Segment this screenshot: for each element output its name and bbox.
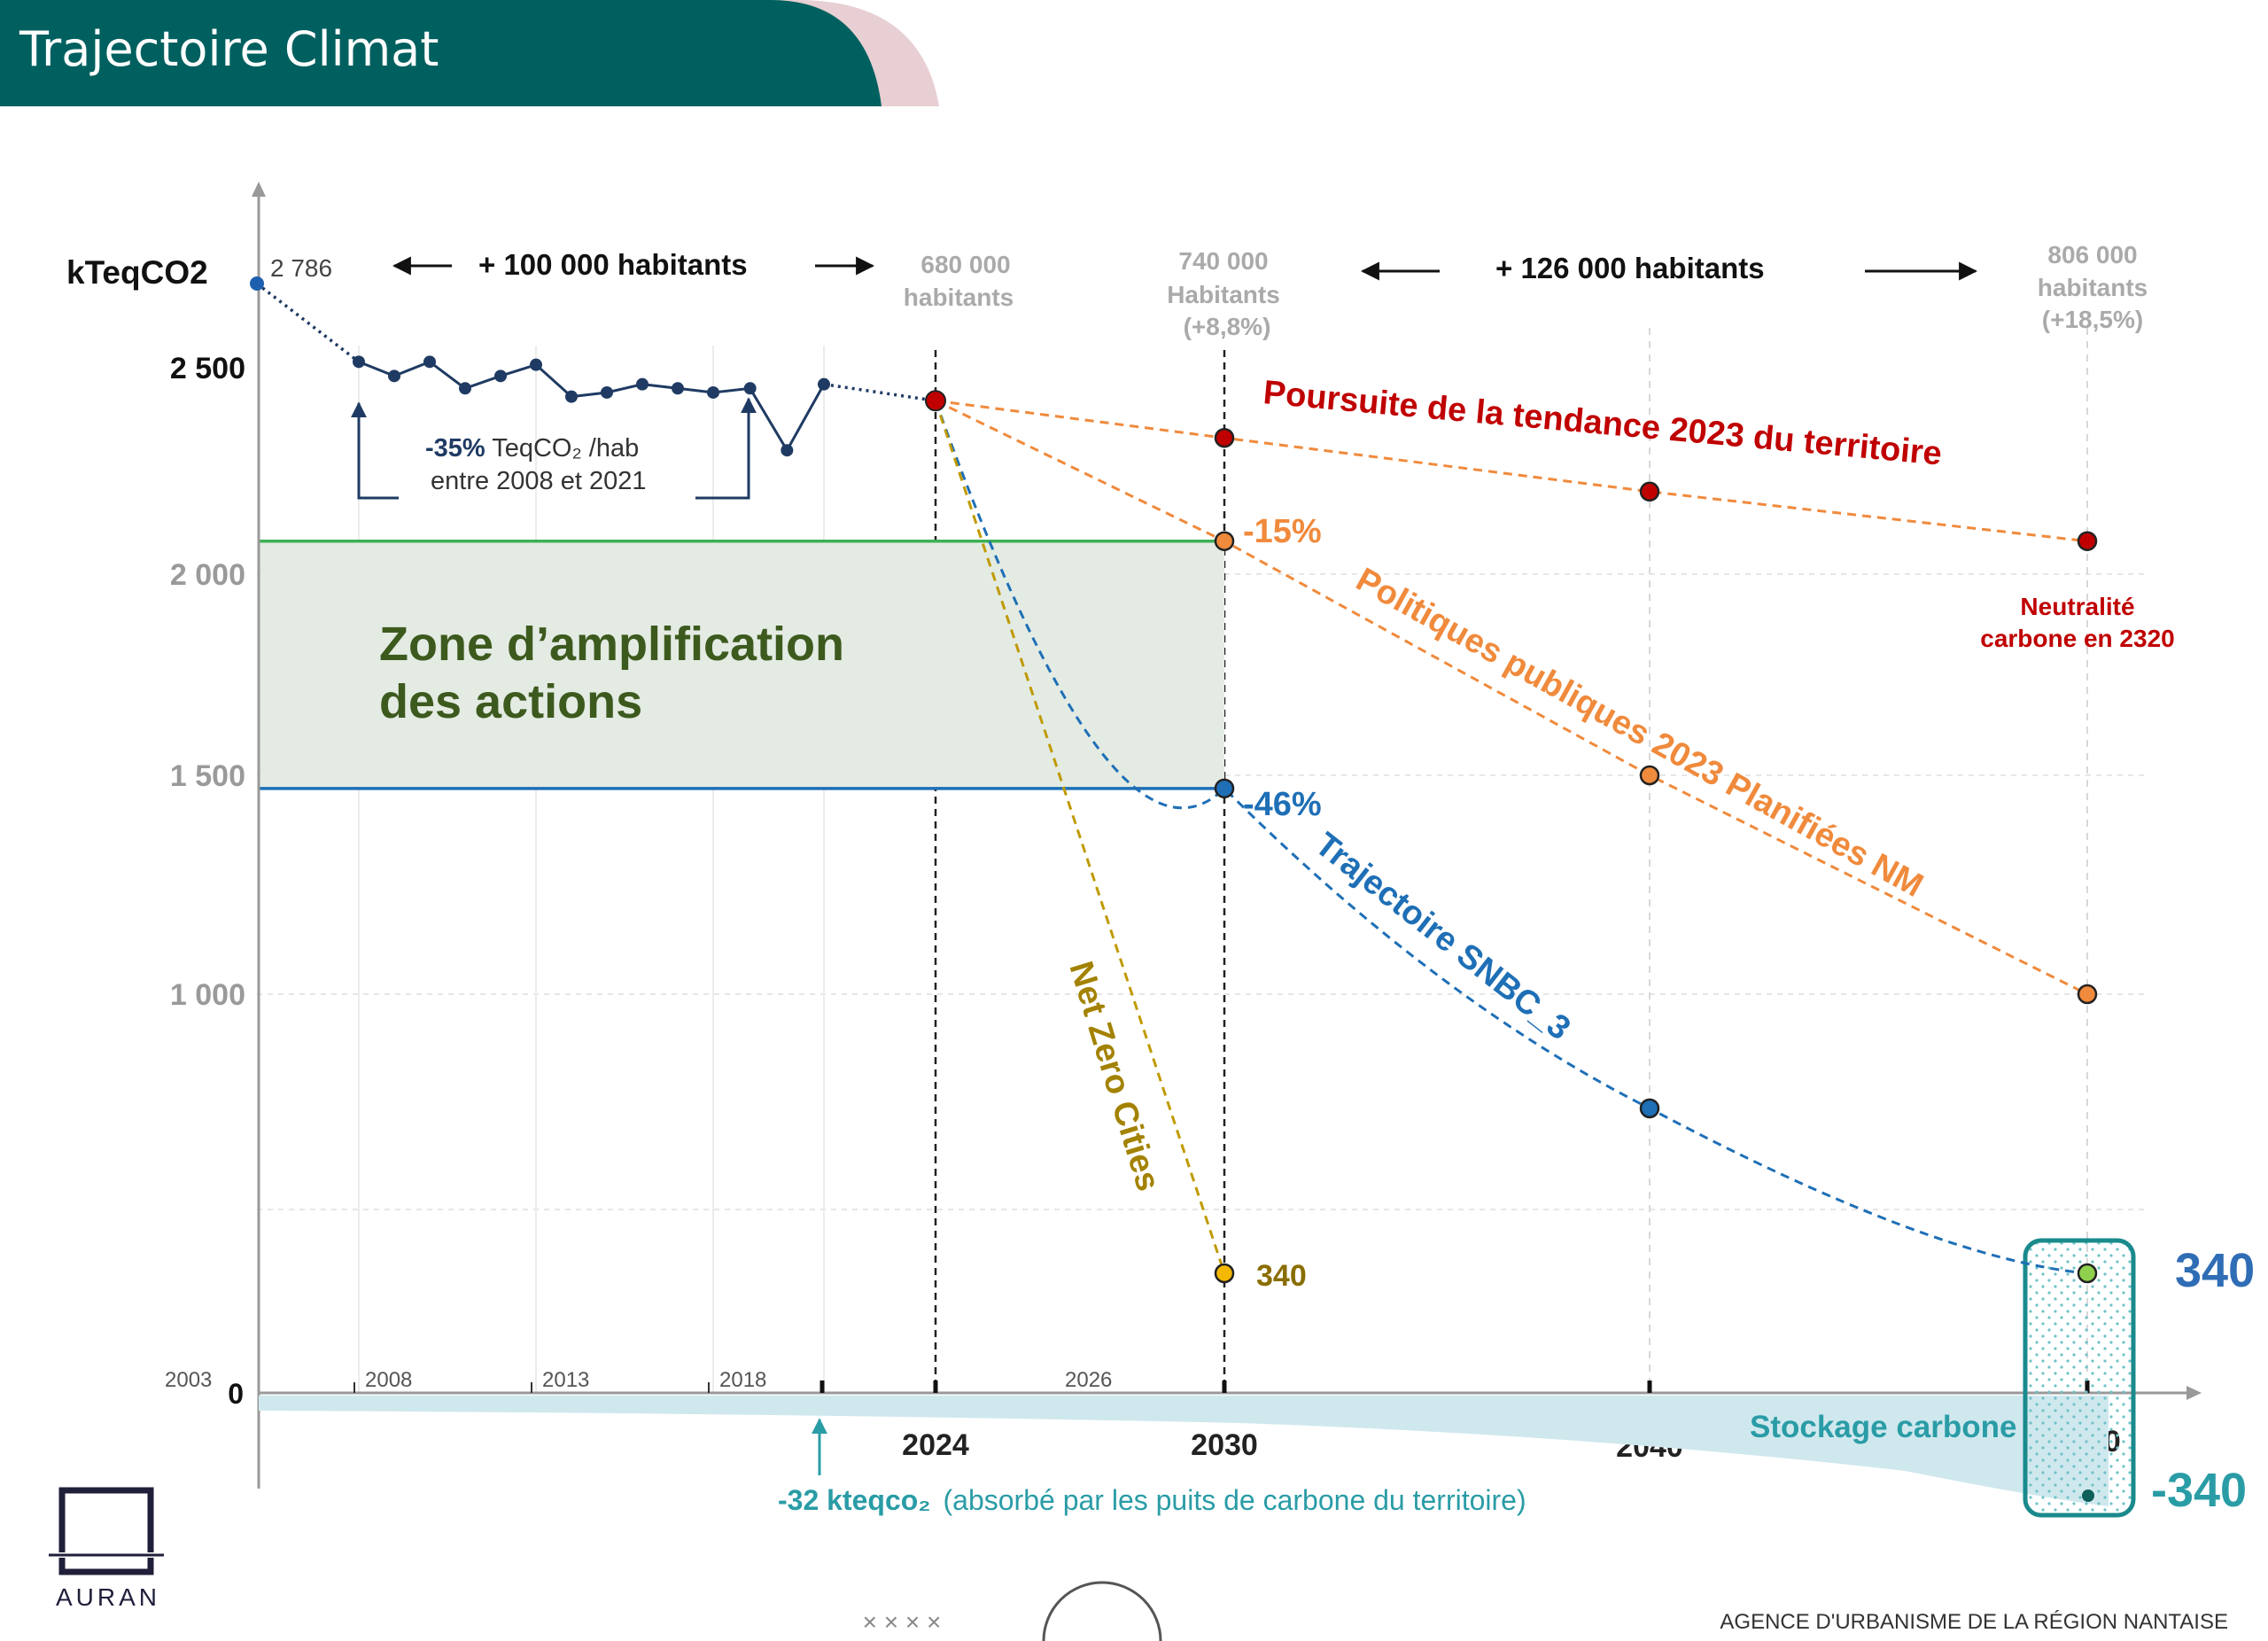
netzero-value-label: 340 [1256,1259,1307,1293]
puits-carbone-annotation: -32 kteqco₂ (absorbé par les puits de car… [778,1484,1526,1516]
history-point-2015 [601,385,613,399]
y-axis-arrowhead [252,182,266,197]
history-point-2009 [388,369,400,383]
history-point-2008 [353,355,365,369]
x-tick-label-2024: 2024 [902,1428,969,1462]
x-tick-label-2030: 2030 [1191,1428,1258,1462]
gridlines [257,328,2144,1393]
zone-label-line2: des actions [379,675,642,728]
point-politiques-2030 [1214,531,1235,551]
auran-logo-text: AURAN [56,1583,160,1611]
pop-2024-line2: habitants [904,284,1014,311]
carbon-storage [259,1238,2136,1518]
x-tick-label-2013: 2013 [542,1368,589,1392]
history-line-dotted-end [823,382,936,403]
pop-2030-line1: 740 000 [1178,247,1268,275]
auran-logo-mark [58,1487,154,1575]
history-point-2010 [423,355,436,369]
neutralite-line2: carbone en 2320 [1980,625,2174,652]
history-point-2018 [707,385,719,399]
history-line-dotted [255,282,361,363]
point-tendance-2040 [1639,481,1660,502]
point-netzero-2030 [1214,1263,1235,1284]
point-politiques-2050 [2077,984,2098,1005]
per-hab-annotation: -35% TeqCO₂ /hab [425,434,639,463]
amplification-zone [259,539,1224,790]
series-label-politiques: Politiques publiques 2023 Planifiées NM [1350,561,1930,905]
storage-band [259,1396,2109,1506]
per-hab-bracket-right [695,397,757,500]
agency-name: AGENCE D'URBANISME DE LA RÉGION NANTAISE [1720,1610,2228,1634]
pop-2030-line3: (+8,8%) [1184,313,1271,340]
history-point-2021 [818,377,830,391]
y-tick-label-1500: 1 500 [170,759,245,793]
pop-2024-line1: 680 000 [920,251,1010,278]
axes: 0 1 000 1 500 2 000 2 500 2003 2008 2013 2018 202… [165,182,2202,1489]
point-snbc-2040 [1639,1098,1660,1119]
series-line-politiques [935,399,2088,996]
pop-growth-label-1: + 100 000 habitants [478,248,748,281]
history-point-2017 [672,382,684,395]
series-label-snbc: Trajectoire SNBC_3 [1308,826,1577,1047]
series-line-snbc [934,400,2088,1275]
history-point-2011 [459,382,471,395]
zone-fill [259,541,1224,789]
x-tick-label-2003: 2003 [165,1368,212,1392]
zone-label-line1: Zone d’amplification [379,618,844,671]
point-tendance-2050 [2077,531,2098,551]
history-point-2016 [636,377,649,391]
y-axis-title: kTeqCO2 [66,254,208,291]
point-politiques-2040 [1639,765,1660,786]
series-line-tendance [935,399,2088,543]
x-tick-label-2018: 2018 [719,1368,766,1392]
target-2050-box [2023,1238,2136,1518]
pop-growth-label-2: + 126 000 habitants [1495,252,1765,284]
history-point-2003 [250,276,264,291]
header-band [0,0,882,106]
history-point-2012 [494,369,507,383]
history-point-2014 [565,390,578,403]
y-tick-label-2500: 2 500 [170,352,245,385]
target-neg340-label: -340 [2151,1464,2247,1517]
pop-2030-line2: Habitants [1167,281,1280,308]
pager-marks: × × × × [863,1608,942,1636]
y-tick-label-0: 0 [228,1378,244,1410]
x-tick-label-2008: 2008 [365,1368,412,1392]
history-point-2020 [781,444,794,457]
per-hab-annotation-line2: entre 2008 et 2021 [431,467,646,495]
pager-circle [1042,1581,1162,1641]
x-tick-label-2026: 2026 [1065,1368,1112,1392]
point-tendance-2030 [1214,427,1235,448]
stockage-label: Stockage carbone [1750,1410,2017,1444]
point-snbc-2030 [1214,778,1235,799]
auran-logo: AURAN [49,1487,164,1611]
pct-46-label: -46% [1243,786,1322,823]
point-storage-2050 [2082,1489,2094,1502]
x-axis-arrowhead [2186,1386,2202,1400]
page-title: Trajectoire Climat [19,21,439,77]
pct-15-label: -15% [1243,513,1322,550]
start-value-label: 2 786 [270,254,332,282]
target-340-label: 340 [2175,1244,2255,1297]
data-points [250,276,2098,1502]
per-hab-bracket-left [351,401,399,500]
pop-2050-line2: habitants [2038,274,2148,301]
y-tick-label-1000: 1 000 [170,978,245,1012]
history-point-2013 [530,358,542,371]
series-label-netzero: Net Zero Cities [1061,957,1167,1195]
series-label-tendance: Poursuite de la tendance 2023 du territo… [1262,374,1943,472]
point-2024-junction [925,390,946,412]
series-line-netzero [934,400,1226,1274]
y-tick-label-2000: 2 000 [170,558,245,592]
point-snbc-2050 [2077,1263,2098,1284]
neutralite-line1: Neutralité [2020,593,2134,620]
history-point-2019 [743,382,757,395]
pop-2050-line1: 806 000 [2047,241,2137,268]
pop-2050-line3: (+18,5%) [2042,306,2143,333]
